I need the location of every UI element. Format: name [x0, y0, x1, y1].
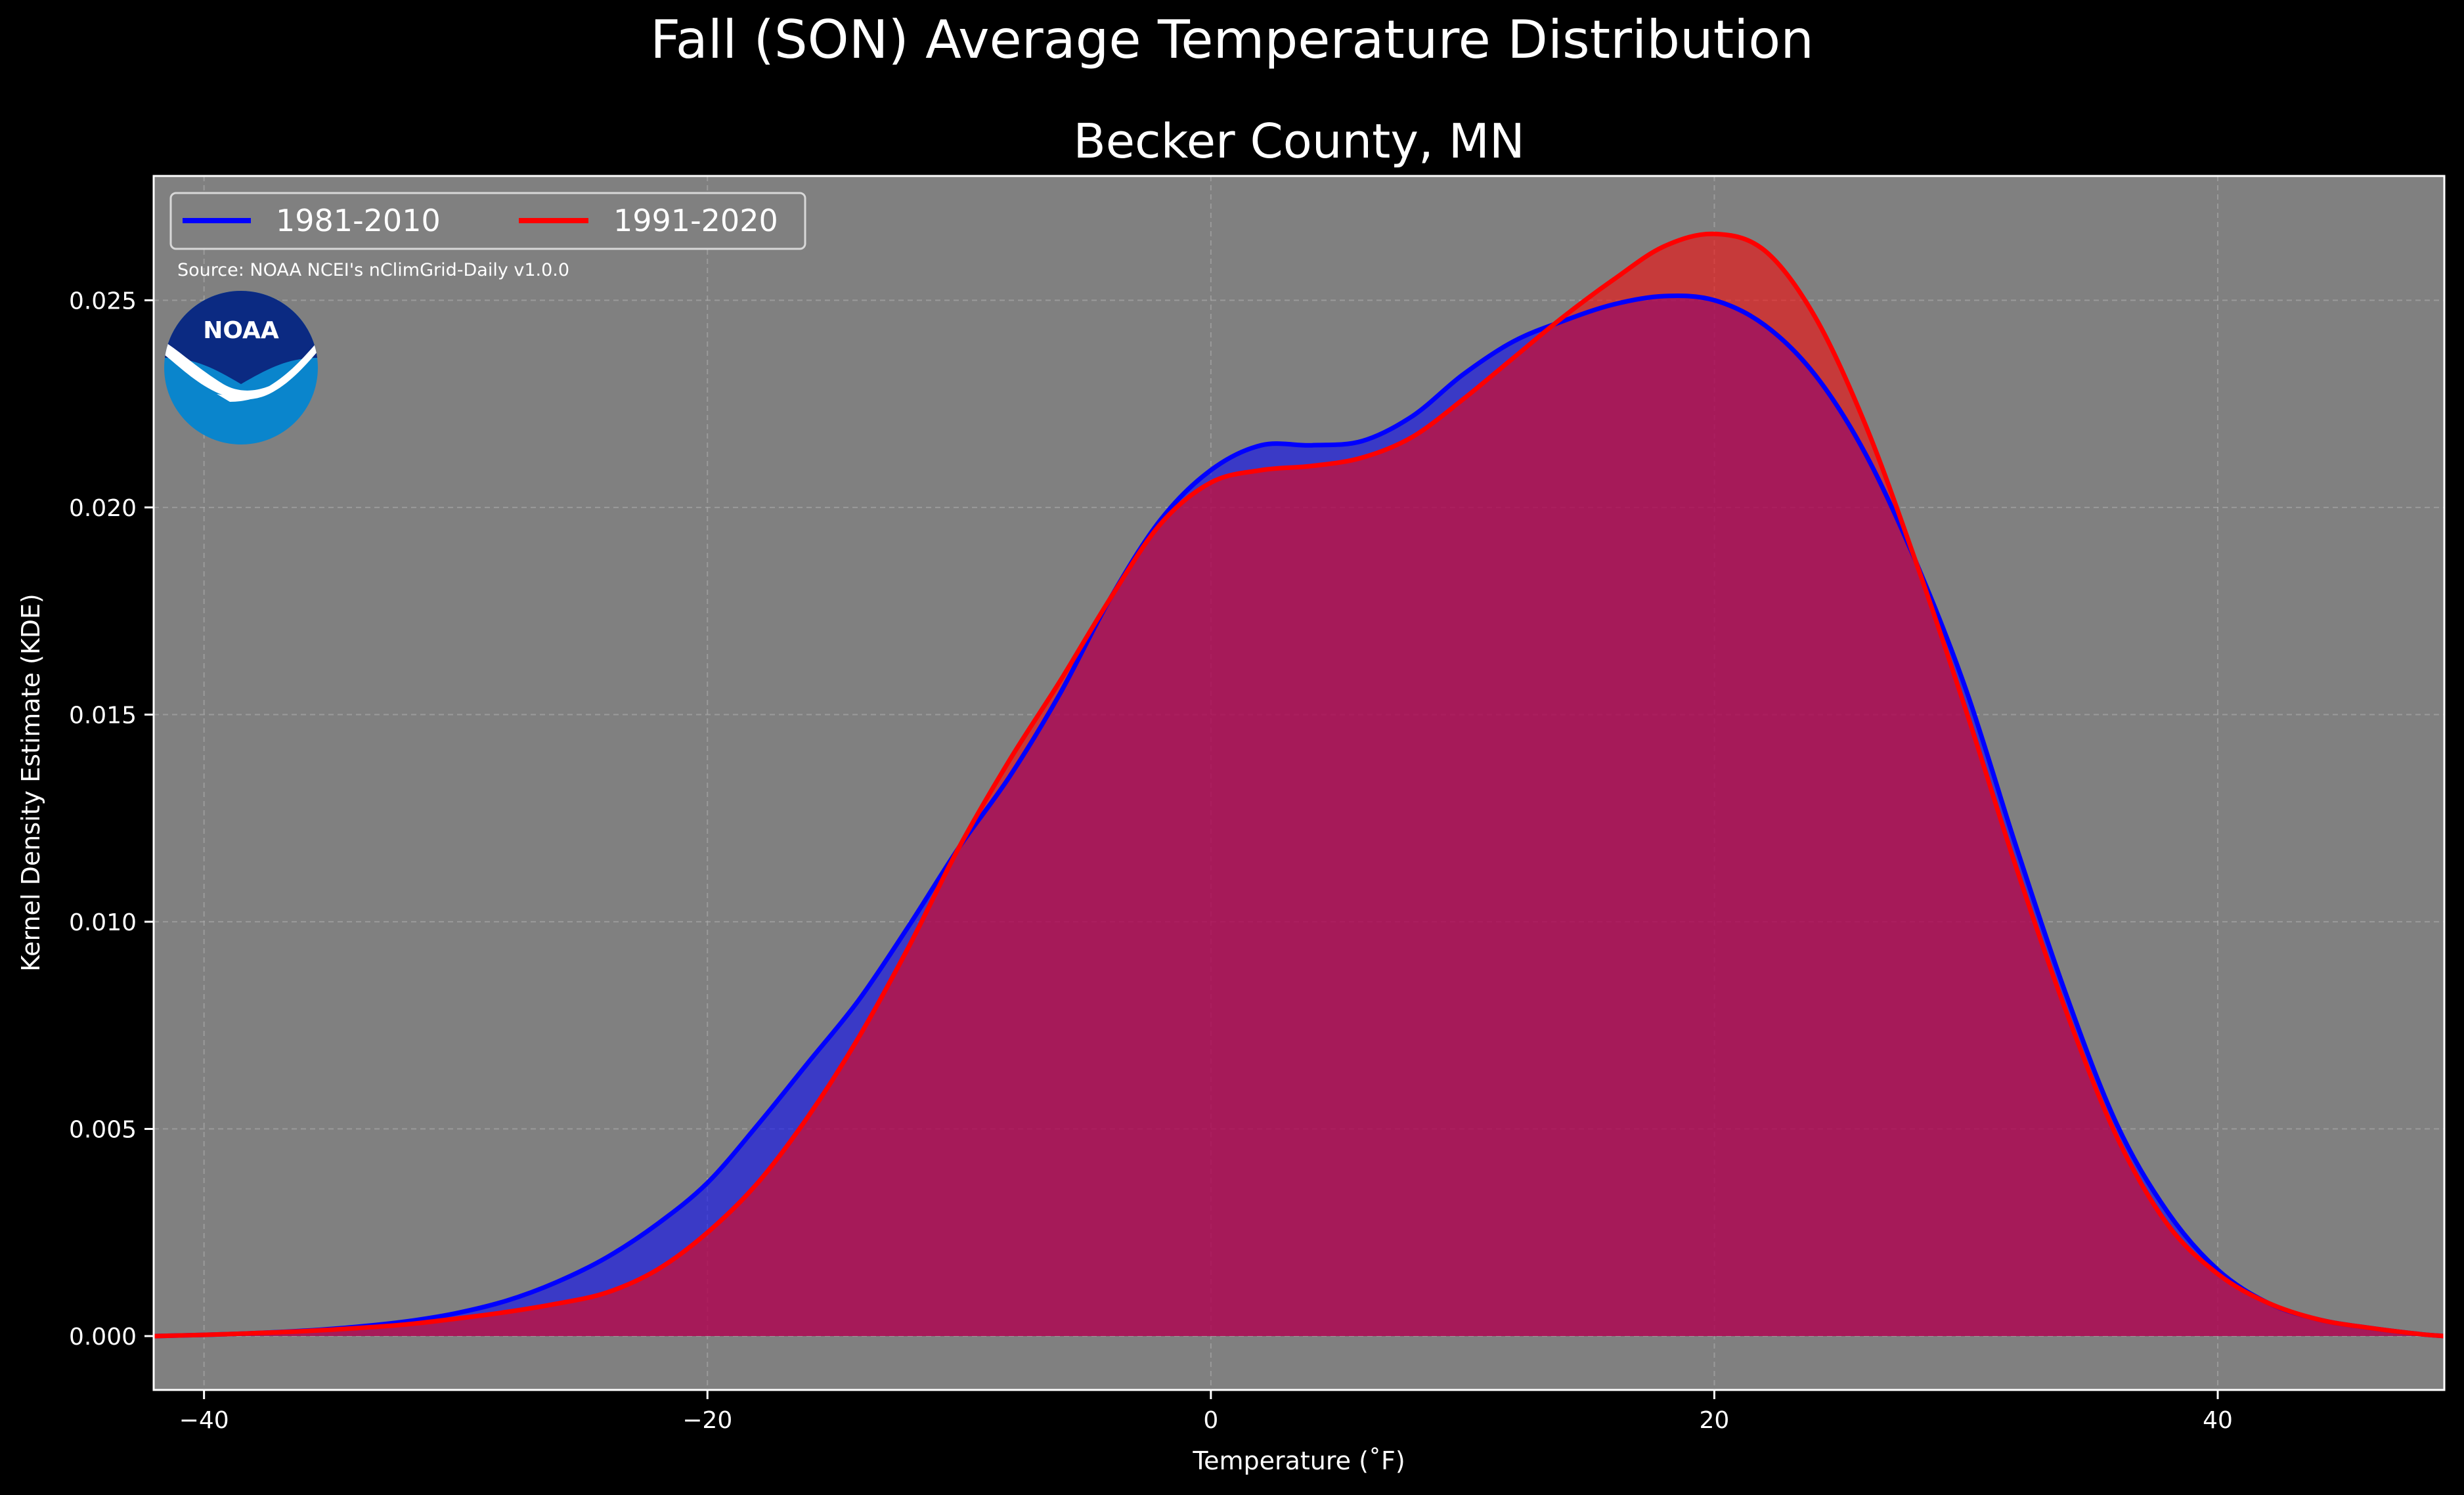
legend-box	[169, 192, 806, 250]
series-fill-1991-2020	[154, 234, 2444, 1336]
x-tick-label: 20	[1700, 1407, 1730, 1434]
chart-title: Becker County, MN	[1073, 114, 1524, 169]
noaa-logo: NOAA	[164, 291, 318, 444]
series-line-1981-2010	[153, 293, 2445, 1339]
series-lines	[153, 231, 2445, 1339]
legend-label-1981: 1981-2010	[276, 203, 441, 238]
y-tick-label: 0.005	[69, 1116, 137, 1143]
y-tick-label: 0.010	[69, 909, 137, 936]
x-tick-label: 0	[1203, 1407, 1218, 1434]
y-tick-label: 0.000	[69, 1324, 137, 1351]
y-tick-label: 0.025	[69, 288, 137, 314]
chart-suptitle: Fall (SON) Average Temperature Distribut…	[650, 9, 1814, 70]
series-fills	[154, 234, 2444, 1336]
y-tick-label: 0.020	[69, 495, 137, 522]
y-axis-label: Kernel Density Estimate (KDE)	[16, 594, 45, 972]
legend-label-1991: 1991-2020	[613, 203, 778, 238]
x-tick-label: −20	[682, 1407, 732, 1434]
y-axis-ticks: 0.000 0.005 0.010 0.015 0.020 0.025	[69, 288, 154, 1351]
x-tick-label: −40	[179, 1407, 229, 1434]
series-line-1991-2020	[153, 231, 2445, 1339]
y-tick-label: 0.015	[69, 702, 137, 729]
noaa-logo-text: NOAA	[203, 317, 279, 344]
x-tick-label: 40	[2203, 1407, 2233, 1434]
source-note: Source: NOAA NCEI's nClimGrid-Daily v1.0…	[177, 260, 569, 280]
x-axis-label: Temperature (˚F)	[1192, 1446, 1405, 1475]
legend: 1981-2010 1991-2020	[169, 192, 806, 250]
plot-frame	[152, 175, 2446, 1391]
x-axis-ticks: −40 −20 0 20 40	[179, 1390, 2233, 1434]
